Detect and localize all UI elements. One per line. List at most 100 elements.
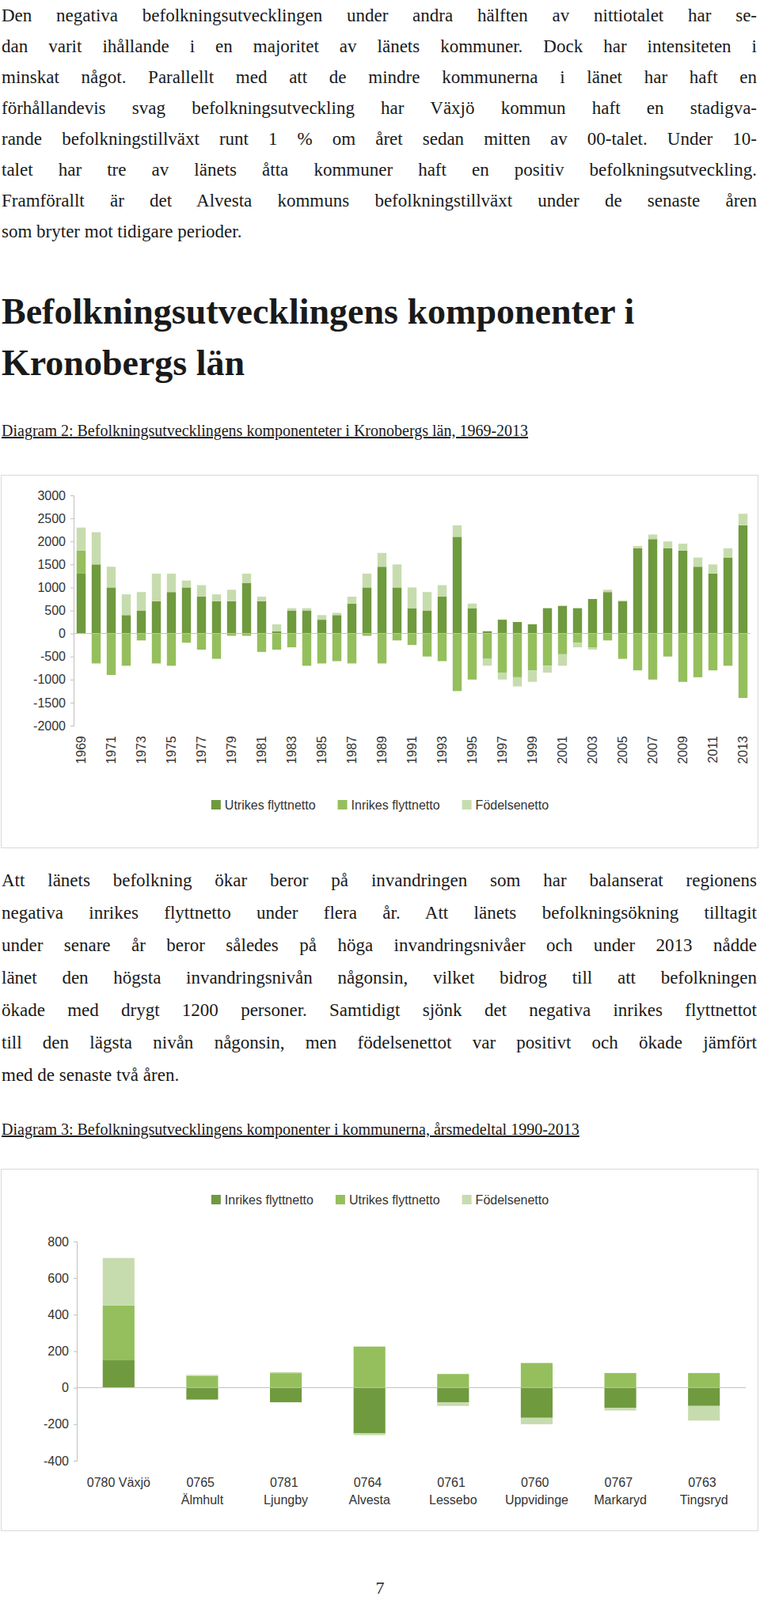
bar [633, 546, 643, 549]
bar [573, 634, 582, 644]
bar [452, 525, 462, 538]
bar [392, 564, 402, 588]
tick: 0767 Markaryd [593, 1476, 647, 1508]
bar [723, 558, 733, 635]
bar-series [102, 1360, 721, 1434]
bar [588, 599, 597, 635]
bar [437, 634, 447, 662]
bar [452, 536, 462, 634]
bar [528, 634, 537, 672]
tick-label: 2000 [37, 535, 66, 549]
tick-label: 1000 [37, 581, 66, 595]
tick-mark [70, 680, 74, 681]
tick-label: 0764 Alvesta [348, 1476, 391, 1508]
legend-swatch [211, 1195, 221, 1205]
tick: 1993 [435, 736, 449, 765]
bar [287, 634, 297, 648]
text-line: Framförallt är det Alvesta kommuns befol… [1, 185, 757, 217]
bar [648, 539, 658, 634]
bar [167, 592, 176, 634]
tick-mark [70, 495, 74, 497]
axis-line [73, 1242, 78, 1463]
bar [437, 585, 447, 597]
tick: -1000 [33, 672, 74, 687]
bar [678, 551, 688, 635]
bar [227, 601, 236, 635]
bar [106, 634, 116, 676]
legend-swatch [462, 1195, 472, 1205]
bar [197, 596, 206, 635]
chart-title: Diagram 2: Befolkningsutvecklingens komp… [1, 420, 529, 441]
bar [603, 634, 612, 642]
tick-label: 1983 [285, 736, 299, 765]
tick: 400 [47, 1308, 77, 1323]
tick: 1991 [405, 736, 419, 765]
chart: -2000-1500-1000-500050010001500200025003… [0, 475, 760, 849]
legend-label: Födelsenetto [475, 1193, 550, 1208]
bar [497, 619, 507, 634]
bar [437, 596, 447, 635]
legend: Inrikes flyttnetto Utrikes flyttnetto Föde… [211, 1193, 549, 1208]
tick: 2011 [706, 736, 720, 764]
tick-label-line: Ljungby [263, 1493, 308, 1508]
tick: 1989 [375, 736, 389, 765]
legend-item: Inrikes flyttnetto [211, 1193, 314, 1208]
tick: 2013 [736, 736, 750, 765]
tick: 1983 [285, 736, 299, 765]
tick-label-line: 0781 [269, 1476, 302, 1490]
bar [136, 634, 146, 642]
tick-label: -400 [43, 1455, 69, 1469]
bar [573, 608, 582, 635]
tick-label: -500 [40, 649, 66, 664]
tick-mark [73, 1278, 77, 1280]
bar [513, 634, 522, 678]
legend-swatch [462, 800, 472, 810]
tick: 0 [61, 1381, 77, 1395]
tick-label: 1991 [405, 736, 419, 765]
bar [723, 634, 733, 667]
legend-label: Inrikes flyttnetto [351, 798, 441, 813]
bar [76, 528, 86, 551]
tick-label: -1500 [33, 696, 66, 711]
bar [121, 615, 131, 634]
bar [467, 608, 477, 635]
bar [102, 1360, 135, 1389]
tick-mark [70, 703, 74, 704]
legend-item: Födelsenetto [462, 1193, 550, 1208]
bar [558, 654, 567, 667]
bar [106, 566, 116, 588]
tick-mark [70, 541, 74, 543]
tick-label: 1999 [525, 736, 540, 765]
bar [693, 566, 703, 634]
tick-label-line: 0764 [353, 1476, 386, 1490]
bar [152, 634, 161, 665]
tick: 2009 [676, 736, 690, 765]
tick-label: 0 [61, 1381, 69, 1395]
tick: 3000 [37, 489, 74, 503]
bar [186, 1388, 218, 1401]
bar [618, 634, 627, 660]
bar-series [76, 513, 748, 687]
bar-series [102, 1258, 721, 1437]
bar [678, 634, 688, 683]
bar [513, 622, 522, 635]
bar [167, 573, 176, 593]
bar [604, 1373, 636, 1388]
tick-label: -2000 [33, 719, 66, 734]
tick: 1987 [345, 736, 359, 765]
bar [497, 634, 507, 673]
bar [287, 608, 297, 612]
bar [182, 587, 191, 634]
text-line: dan varit ihållande i en majoritet av lä… [1, 30, 757, 62]
tick-mark [73, 1242, 77, 1243]
tick-label-line: Alvesta [348, 1493, 391, 1508]
bar [377, 553, 387, 567]
bar [242, 573, 251, 584]
bar [106, 587, 116, 634]
legend-label: Utrikes flyttnetto [349, 1193, 441, 1208]
heading-line: Kronobergs län [1, 337, 635, 389]
tick-label: 0767 Markaryd [593, 1476, 647, 1508]
bar [422, 611, 432, 635]
text-line: förhållandevis svag befolkningsutvecklin… [1, 92, 757, 124]
tick-label: 1985 [315, 736, 329, 765]
